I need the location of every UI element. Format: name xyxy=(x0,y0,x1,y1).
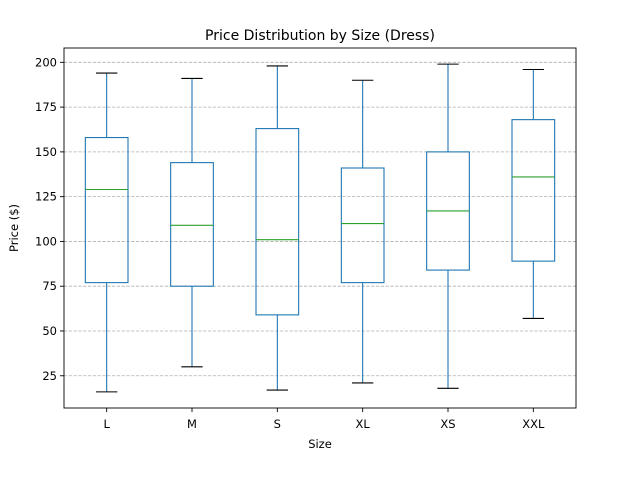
box-layer xyxy=(84,63,556,393)
x-tick-label: M xyxy=(187,417,197,431)
box-xl xyxy=(340,79,385,384)
y-tick-label: 25 xyxy=(42,369,57,383)
iqr-box xyxy=(170,162,214,287)
iqr-box xyxy=(340,167,385,284)
box-m xyxy=(170,77,214,368)
y-tick-label: 100 xyxy=(35,234,57,248)
x-tick-label: XL xyxy=(356,417,371,431)
x-tick-label: S xyxy=(274,417,281,431)
y-tick-label: 175 xyxy=(35,100,57,114)
y-tick-label: 150 xyxy=(35,145,57,159)
y-axis-label: Price ($) xyxy=(7,204,21,252)
box-xs xyxy=(426,63,470,389)
plot-frame xyxy=(63,47,577,409)
y-tick-label: 200 xyxy=(35,55,57,69)
y-ticks: 25 50 75 100 125 150 175 200 xyxy=(35,55,64,383)
grid-layer xyxy=(64,61,576,377)
chart-title: Price Distribution by Size (Dress) xyxy=(205,28,435,44)
box-s xyxy=(255,65,300,391)
y-tick-label: 75 xyxy=(42,279,57,293)
box-xxl xyxy=(511,68,556,319)
x-axis-label: Size xyxy=(308,437,332,451)
iqr-box xyxy=(255,128,300,316)
iqr-box xyxy=(511,119,556,262)
y-tick-label: 125 xyxy=(35,190,57,204)
x-tick-label: XXL xyxy=(522,417,545,431)
box-l xyxy=(84,72,129,393)
x-tick-label: L xyxy=(103,417,110,431)
y-tick-label: 50 xyxy=(42,324,57,338)
x-ticks: L M S XL XS XXL xyxy=(103,408,545,431)
iqr-box xyxy=(84,137,129,284)
x-tick-label: XS xyxy=(440,417,455,431)
